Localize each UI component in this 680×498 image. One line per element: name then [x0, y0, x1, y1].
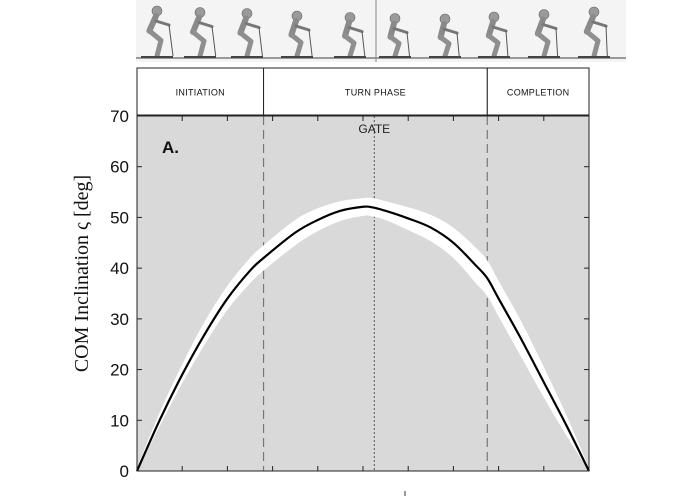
y-tick-label-50: 50	[110, 208, 129, 227]
skier-figure-2	[231, 8, 263, 59]
skier-figure-9	[578, 6, 610, 59]
y-tick-label-10: 10	[110, 411, 129, 430]
phase-box-2	[486, 67, 590, 116]
y-axis: 0 10 20 30 40 50 60 70	[110, 107, 589, 481]
skier-figure-0	[141, 5, 174, 59]
y-axis-label: COM Inclination ς [deg]	[71, 175, 93, 372]
y-tick-label-30: 30	[110, 310, 129, 329]
phase-header: INITIATION TURN PHASE COMPLETION	[136, 67, 590, 116]
phase-label-2: COMPLETION	[507, 88, 570, 98]
skier-figure-3	[281, 10, 313, 59]
phase-label-0: INITIATION	[176, 88, 225, 98]
skier-figure-4	[334, 12, 366, 59]
skier-figure-1	[184, 7, 217, 59]
skier-figure-6	[429, 13, 461, 59]
phase-box-1	[263, 67, 488, 116]
panel-label: A.	[162, 138, 179, 157]
skier-sequence-illustration	[136, 0, 626, 62]
phase-box-0	[136, 67, 265, 116]
skier-figure-8	[528, 9, 560, 59]
phase-boundaries	[262, 116, 488, 471]
illustration-background	[136, 0, 626, 62]
x-axis	[181, 116, 545, 496]
y-tick-label-70: 70	[110, 107, 129, 126]
y-tick-label-60: 60	[110, 158, 129, 177]
skier-figure-7	[478, 11, 510, 59]
phase-label-1: TURN PHASE	[345, 88, 406, 98]
mean-line	[135, 205, 590, 472]
skier-figure-5	[379, 13, 411, 59]
gate-label: GATE	[358, 122, 390, 136]
y-tick-label-20: 20	[110, 361, 129, 380]
y-tick-label-0: 0	[120, 462, 129, 481]
y-tick-label-40: 40	[110, 259, 129, 278]
plot-background	[137, 116, 589, 471]
